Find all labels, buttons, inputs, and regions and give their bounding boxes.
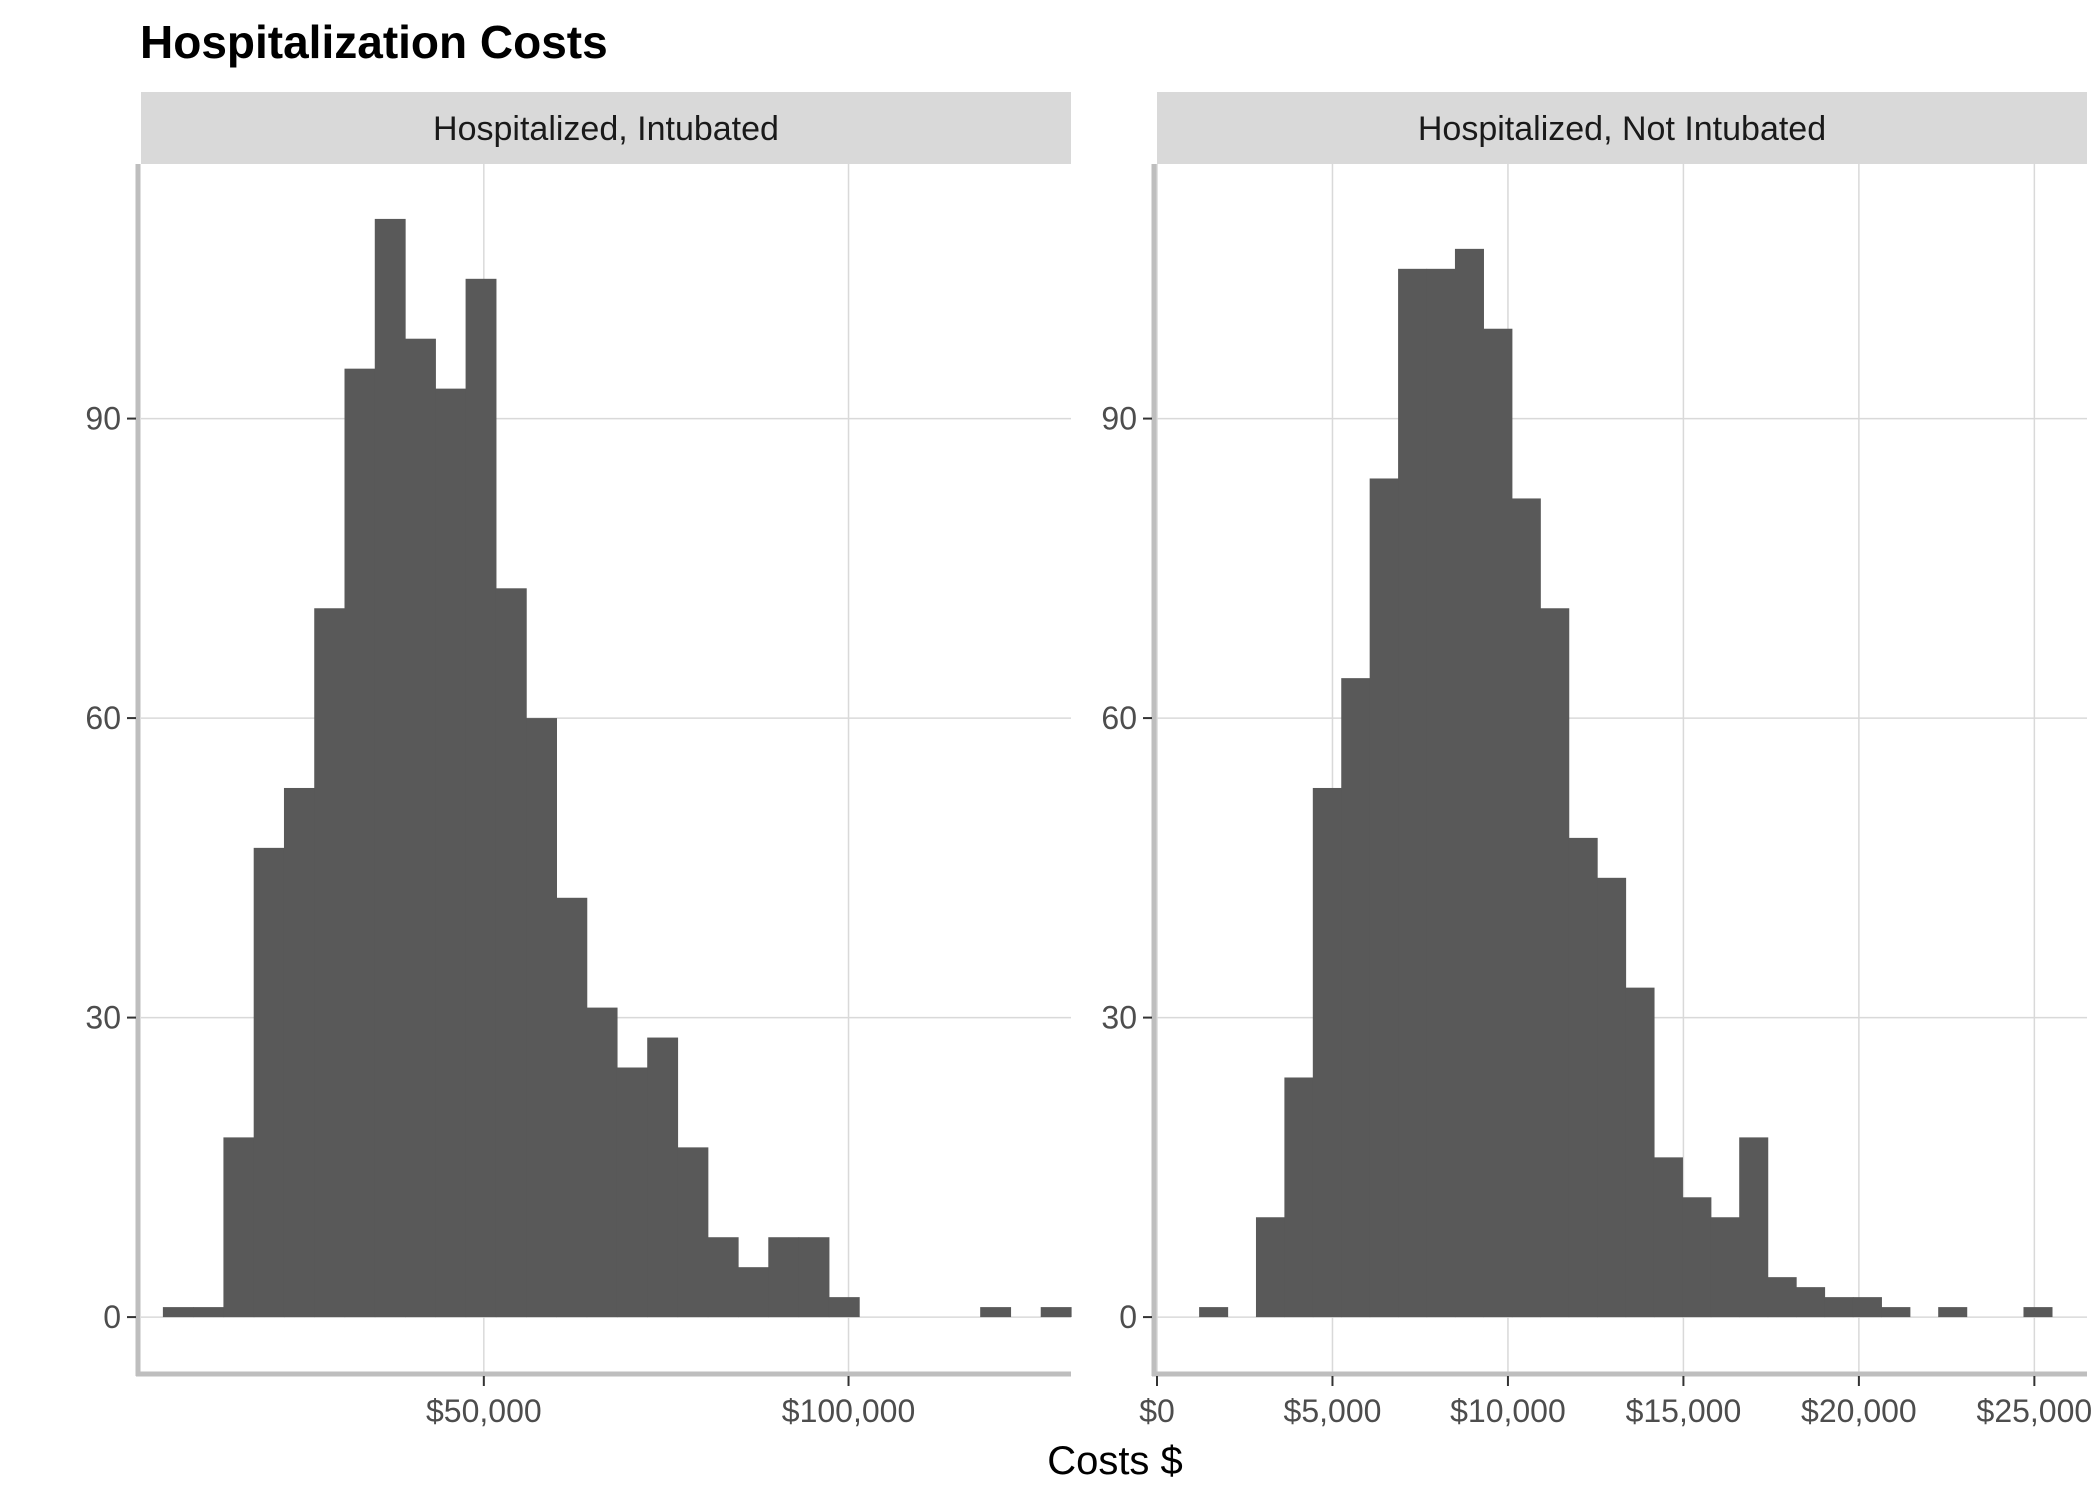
facet-strip <box>141 92 1071 164</box>
histogram-bar <box>1881 1307 1911 1318</box>
histogram-bar <box>1796 1287 1826 1318</box>
histogram-bar <box>1511 498 1541 1318</box>
x-tick-label: $25,000 <box>1977 1393 2093 1429</box>
histogram-bar <box>1739 1137 1769 1318</box>
y-tick-label: 60 <box>85 700 121 736</box>
histogram-bar <box>465 278 497 1318</box>
histogram-bar <box>526 718 557 1318</box>
facet-strip-label: Hospitalized, Intubated <box>433 110 779 148</box>
facet-strip-label: Hospitalized, Not Intubated <box>1418 110 1826 148</box>
histogram-bar <box>344 368 376 1318</box>
histogram-bar <box>738 1267 769 1318</box>
histogram-bar <box>1597 877 1627 1318</box>
chart-title: Hospitalization Costs <box>140 16 608 68</box>
histogram-bar <box>223 1137 255 1318</box>
histogram-bar <box>2023 1307 2053 1318</box>
panel-not-intubated: Hospitalized, Not Intubated 0 30 60 90 $0 $5,0… <box>1101 92 2092 1429</box>
histogram-bar <box>1255 1217 1285 1318</box>
histogram-bar <box>586 1007 618 1318</box>
histogram-bar <box>1540 608 1570 1318</box>
histogram-bar <box>1199 1307 1229 1318</box>
histogram-bar <box>1398 268 1428 1318</box>
histogram-bar <box>1767 1277 1797 1318</box>
histogram-bar <box>495 588 527 1318</box>
y-tick-label: 30 <box>1101 1000 1137 1036</box>
x-tick-label: $100,000 <box>782 1393 915 1429</box>
histogram-bar <box>162 1307 194 1318</box>
histogram-bar <box>283 787 315 1318</box>
histogram-bar <box>1040 1307 1072 1318</box>
histogram-bar <box>253 847 285 1318</box>
x-tick-label: $50,000 <box>426 1393 542 1429</box>
histogram-bar <box>677 1147 709 1318</box>
x-axis-title: Costs $ <box>1047 1439 1183 1483</box>
histogram-bar <box>1682 1197 1712 1318</box>
histogram-bar <box>980 1307 1012 1318</box>
histogram-bar <box>435 388 467 1318</box>
y-tick-label: 60 <box>1101 700 1137 736</box>
y-tick-label: 90 <box>85 401 121 437</box>
histogram-bar <box>374 218 406 1318</box>
histogram-bar <box>828 1297 860 1318</box>
histogram-bar <box>314 608 346 1318</box>
histogram-bar <box>1483 328 1513 1318</box>
histogram-bar <box>1568 837 1598 1318</box>
histogram-bar <box>1284 1077 1314 1318</box>
x-tick-label: $0 <box>1139 1393 1175 1429</box>
histogram-bar <box>647 1037 679 1318</box>
histogram-bar <box>616 1067 648 1318</box>
histogram-bar <box>1369 478 1399 1318</box>
histogram-bar <box>193 1307 225 1318</box>
histogram-bar <box>1625 987 1655 1318</box>
x-tick-label: $5,000 <box>1284 1393 1382 1429</box>
y-tick-label: 30 <box>85 1000 121 1036</box>
histogram-bar <box>1653 1157 1683 1318</box>
x-tick-label: $10,000 <box>1450 1393 1566 1429</box>
y-tick-label: 0 <box>1119 1299 1137 1335</box>
histogram-bar <box>707 1237 739 1318</box>
facet-strip <box>1157 92 2087 164</box>
histogram-bar <box>1852 1297 1882 1318</box>
y-tick-label: 90 <box>1101 401 1137 437</box>
histogram-bar <box>1312 787 1342 1318</box>
histogram-bar <box>1454 248 1484 1318</box>
histogram-bar <box>556 897 588 1318</box>
histogram-bar <box>1426 268 1456 1318</box>
histogram-bar <box>768 1237 800 1318</box>
histogram-bar <box>1710 1217 1740 1318</box>
x-tick-label: $20,000 <box>1801 1393 1917 1429</box>
histogram-bar <box>1824 1297 1854 1318</box>
y-tick-label: 0 <box>103 1299 121 1335</box>
histogram-bar <box>1341 678 1371 1318</box>
panel-intubated: Hospitalized, Intubated 0 30 60 90 $50,000 $10… <box>85 92 1072 1429</box>
x-tick-label: $15,000 <box>1626 1393 1742 1429</box>
histogram-bar <box>1938 1307 1968 1318</box>
histogram-bar <box>405 338 436 1318</box>
histogram-bar <box>798 1237 830 1318</box>
